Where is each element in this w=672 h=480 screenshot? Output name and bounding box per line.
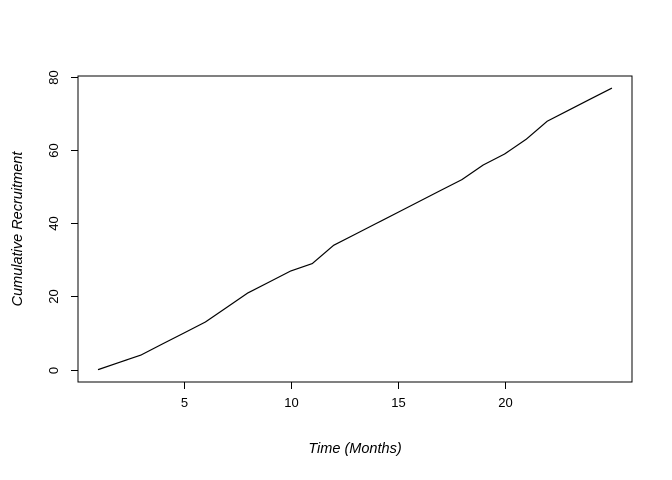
x-axis-label: Time (Months) (308, 441, 401, 457)
plot-box-frame (77, 75, 633, 383)
y-tick-label: 60 (46, 143, 61, 157)
y-tick-label: 40 (46, 216, 61, 230)
x-tick-label: 20 (498, 395, 512, 410)
x-tick-label: 5 (181, 395, 188, 410)
y-tick-label: 0 (46, 367, 61, 374)
x-tick-label: 15 (391, 395, 405, 410)
y-axis-label: Cumulative Recruitment (10, 151, 26, 307)
y-tick-label: 80 (46, 70, 61, 84)
y-tick-label: 20 (46, 289, 61, 303)
data-line-cumulative-recruitment (97, 87, 613, 371)
x-tick-label: 10 (284, 395, 298, 410)
